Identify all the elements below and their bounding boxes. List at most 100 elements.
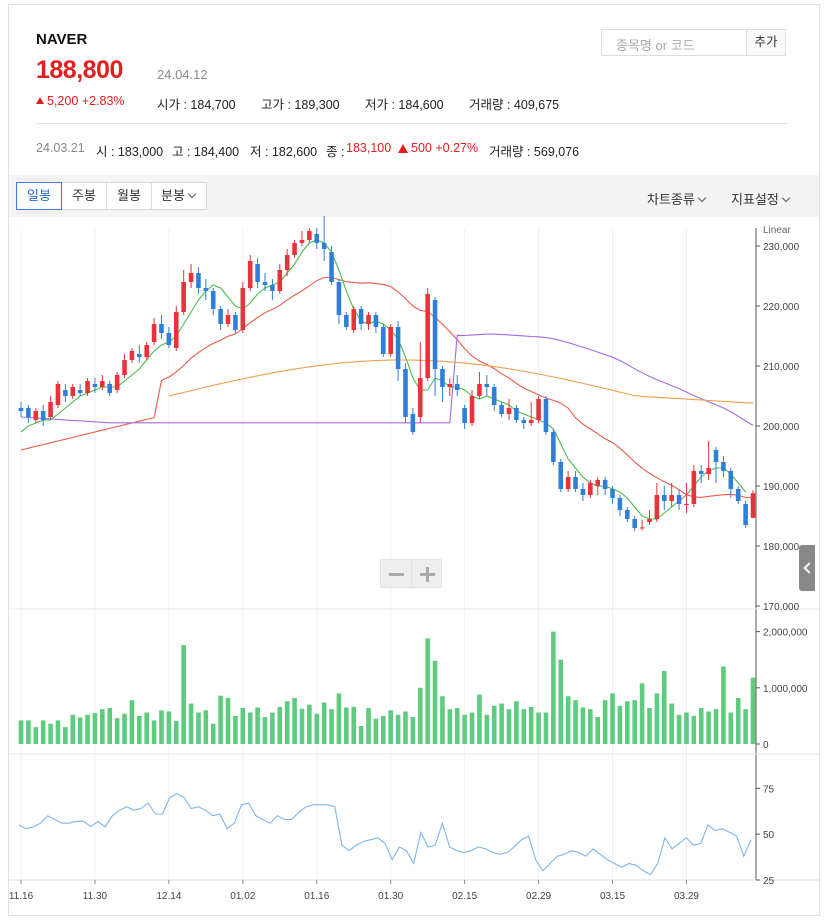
volume-bar xyxy=(26,720,31,744)
candle xyxy=(721,462,726,471)
candle xyxy=(588,483,593,495)
candle xyxy=(366,315,371,324)
tab-weekly[interactable]: 주봉 xyxy=(61,182,107,210)
prev-low: 저 : 182,600 xyxy=(250,145,318,159)
volume-bar xyxy=(484,714,490,744)
volume-bars xyxy=(18,631,756,744)
prev-date: 24.03.21 xyxy=(36,141,85,155)
candle xyxy=(499,405,504,414)
candle xyxy=(218,309,223,324)
candle xyxy=(381,327,386,354)
date-tick: 02.29 xyxy=(526,891,551,902)
candle xyxy=(314,234,320,243)
candle xyxy=(247,261,253,288)
add-button[interactable]: 추가 xyxy=(746,29,786,56)
volume-bar xyxy=(129,700,135,744)
candle xyxy=(92,384,98,387)
stock-search-input[interactable]: 종목명 or 코드 xyxy=(601,29,747,56)
volume-bar xyxy=(477,694,482,744)
candle xyxy=(63,390,68,396)
rsi-line xyxy=(18,793,752,876)
candle xyxy=(344,315,349,327)
candle xyxy=(18,408,24,411)
side-panel-toggle[interactable] xyxy=(799,545,815,591)
volume-bar xyxy=(48,723,53,744)
candle xyxy=(684,504,689,505)
volume-bar xyxy=(166,711,172,744)
volume-bar xyxy=(721,666,726,744)
zoom-out-icon[interactable] xyxy=(389,573,404,576)
candle xyxy=(210,291,216,309)
candle xyxy=(543,399,549,432)
volume-bar xyxy=(292,697,297,744)
candles xyxy=(18,216,756,531)
volume-tick: 2,000,000 xyxy=(763,628,808,639)
volume-bar xyxy=(395,714,401,744)
candle xyxy=(625,510,630,519)
candle xyxy=(639,527,645,529)
candle xyxy=(454,384,460,390)
volume-bar xyxy=(669,703,674,744)
current-price: 188,800 xyxy=(36,56,123,84)
volume-bar xyxy=(92,713,98,744)
volume-bar xyxy=(580,707,586,744)
candle xyxy=(706,468,711,474)
tab-daily[interactable]: 일봉 xyxy=(16,182,62,210)
candle xyxy=(270,285,275,291)
candle xyxy=(255,264,260,282)
volume-bar xyxy=(70,714,76,744)
price-date: 24.04.12 xyxy=(157,67,208,82)
price-tick: 170,000 xyxy=(763,602,800,613)
candle xyxy=(602,480,608,489)
tab-minute[interactable]: 분봉 xyxy=(151,182,207,210)
volume-bar xyxy=(661,670,667,744)
candle xyxy=(506,408,512,414)
candle xyxy=(617,498,623,510)
date-tick: 03.29 xyxy=(674,891,699,902)
candle xyxy=(233,315,238,330)
candle xyxy=(33,411,39,420)
volume-bar xyxy=(63,727,68,744)
candle xyxy=(203,288,209,291)
candle xyxy=(321,243,327,249)
price-tick: 210,000 xyxy=(763,362,800,373)
volume-bar xyxy=(196,712,201,744)
candle xyxy=(159,324,164,333)
volume-tick: 1,000,000 xyxy=(763,684,808,695)
candle xyxy=(137,354,142,357)
candle xyxy=(536,399,541,420)
candle xyxy=(284,255,290,270)
volume-bar xyxy=(698,708,704,744)
volume-bar xyxy=(432,660,438,744)
date-tick: 03.15 xyxy=(600,891,625,902)
indicator-settings-dropdown[interactable]: 지표설정 xyxy=(731,189,791,208)
chart-type-dropdown[interactable]: 차트종류 xyxy=(647,189,707,208)
volume-bar xyxy=(447,709,453,744)
candle xyxy=(122,360,127,375)
candle xyxy=(728,471,734,489)
volume-bar xyxy=(588,709,593,744)
candle xyxy=(551,432,556,462)
volume-bar xyxy=(18,720,24,744)
up-triangle-icon xyxy=(398,144,408,153)
volume-bar xyxy=(684,712,689,744)
volume-bar xyxy=(743,709,748,744)
date-axis: 11.16 11.30 12.14 01.02 01.16 01.30 02.15 02.29… xyxy=(9,880,699,902)
volume: 거래량 : 409,675 xyxy=(469,98,560,112)
candle xyxy=(307,231,312,240)
candle xyxy=(698,471,704,474)
volume-bar xyxy=(181,645,186,744)
candle xyxy=(654,495,660,519)
volume-bar xyxy=(506,709,512,744)
volume-bar xyxy=(528,706,534,744)
volume-bar xyxy=(159,710,164,744)
price-tick: 190,000 xyxy=(763,482,800,493)
tab-monthly[interactable]: 월봉 xyxy=(106,182,152,210)
zoom-in-icon-bar xyxy=(426,567,429,582)
volume-bar xyxy=(33,727,39,744)
volume-bar xyxy=(122,713,127,744)
volume-bar xyxy=(247,712,253,744)
volume-bar xyxy=(314,713,320,744)
volume-bar xyxy=(218,695,223,744)
